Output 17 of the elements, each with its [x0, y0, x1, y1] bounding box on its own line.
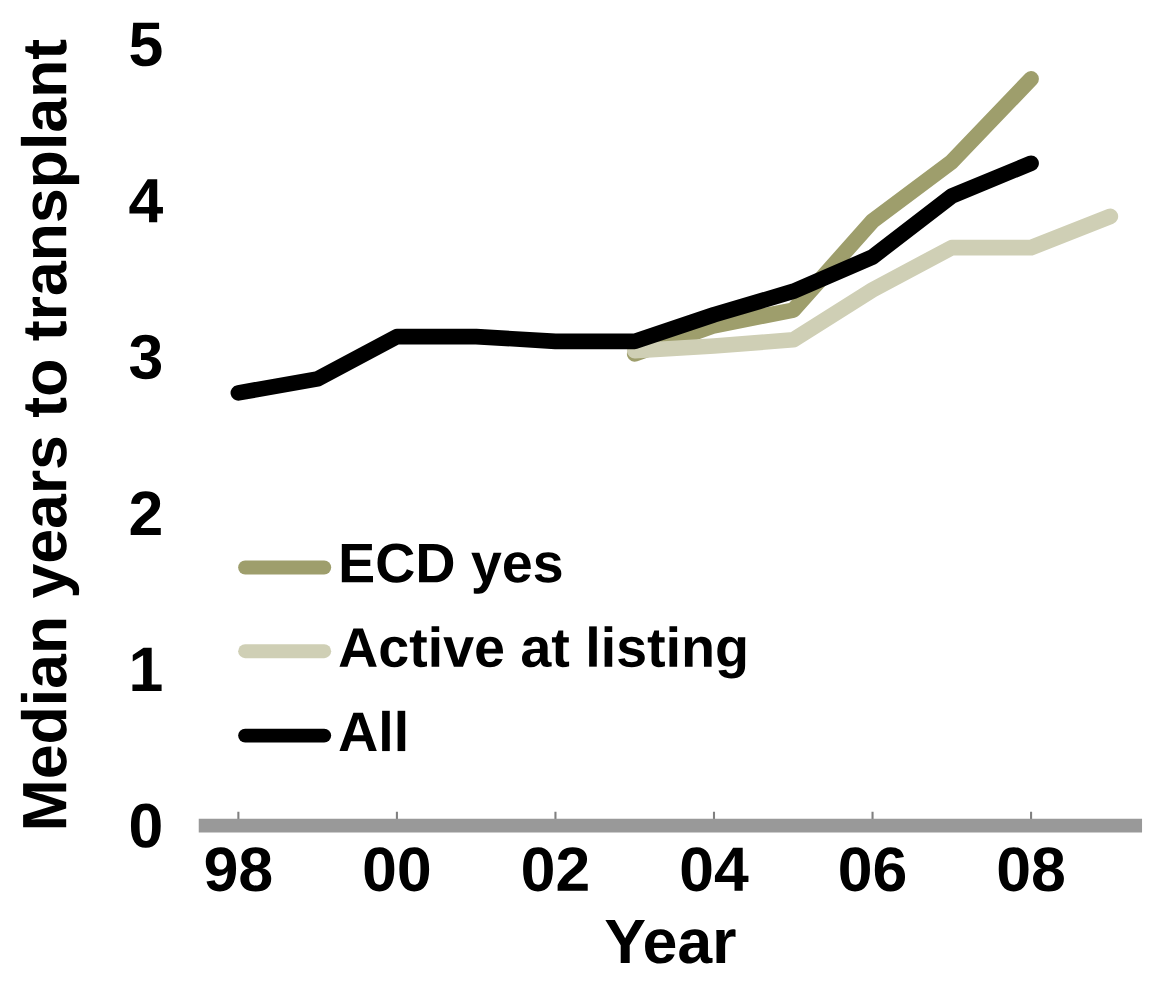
y-tick-label: 0: [130, 803, 161, 848]
y-axis-title: Median years to transplant: [20, 39, 80, 828]
y-tick-label: 3: [129, 334, 162, 380]
x-tick-label: 02: [523, 847, 588, 892]
x-tick-label: 06: [840, 847, 906, 892]
y-tick-label: 5: [130, 22, 162, 67]
x-tick-label: 08: [998, 847, 1064, 892]
x-tick-label: 98: [205, 847, 272, 892]
x-tick-label: 00: [364, 847, 430, 892]
legend-label: Active at listing: [339, 626, 746, 679]
x-axis-title: Year: [605, 920, 736, 964]
y-tick-label: 4: [129, 179, 163, 223]
x-tick-label: 04: [681, 847, 749, 892]
y-tick-label: 2: [130, 491, 161, 536]
legend-label: ECD yes: [341, 543, 562, 594]
legend-label: All: [339, 710, 406, 752]
y-tick-label: 1: [132, 648, 162, 692]
